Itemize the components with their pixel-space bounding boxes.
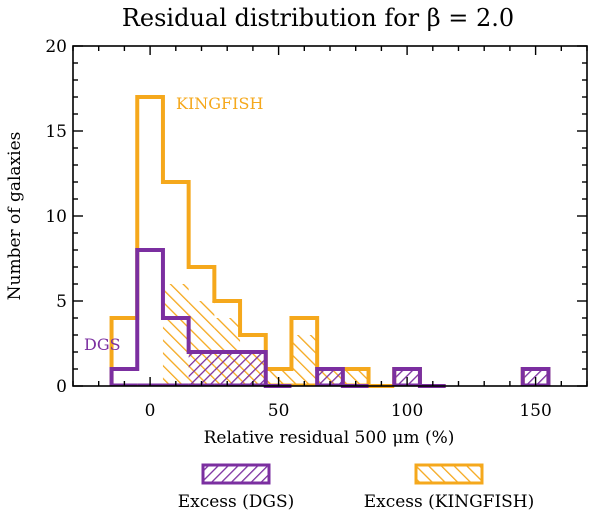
histogram-series [109, 95, 551, 388]
axis-ticks: 0 50 100 150 0 5 10 15 20 [45, 37, 588, 421]
x-tick-label: 100 [391, 401, 423, 421]
y-tick-label: 5 [56, 292, 67, 312]
excess-bars [162, 284, 549, 386]
y-tick-label: 15 [45, 122, 67, 142]
x-axis-title: Relative residual 500 μm (%) [204, 428, 455, 448]
excess-kingfish-bar-2 [162, 284, 189, 386]
excess-dgs-bar-8 [317, 369, 343, 386]
excess-kingfish-bar-7 [291, 335, 318, 386]
y-tick-label: 0 [56, 377, 67, 397]
y-axis-title: Number of galaxies [5, 132, 25, 301]
excess-kingfish-bar-9 [342, 369, 369, 386]
x-tick-label: 0 [145, 401, 156, 421]
legend-swatch-excess-dgs [201, 463, 271, 485]
excess-dgs-bar-3 [188, 352, 215, 386]
series-label-kingfish: KINGFISH [176, 94, 263, 113]
x-tick-label: 150 [519, 401, 551, 421]
series-label-dgs: DGS [84, 335, 121, 354]
y-tick-label: 20 [45, 37, 67, 57]
chart-title: Residual distribution for β = 2.0 [122, 4, 514, 32]
x-tick-label: 50 [268, 401, 290, 421]
legend: Excess (DGS) Excess (KINGFISH) [178, 463, 535, 512]
legend-label-excess-kingfish: Excess (KINGFISH) [364, 492, 535, 512]
legend-swatch-excess-kingfish [414, 463, 484, 485]
excess-dgs-bar-5 [240, 352, 266, 386]
histogram-dgs [109, 248, 551, 388]
legend-label-excess-dgs: Excess (DGS) [178, 492, 295, 512]
excess-dgs-bar-4 [214, 352, 241, 386]
y-tick-label: 10 [45, 207, 67, 227]
